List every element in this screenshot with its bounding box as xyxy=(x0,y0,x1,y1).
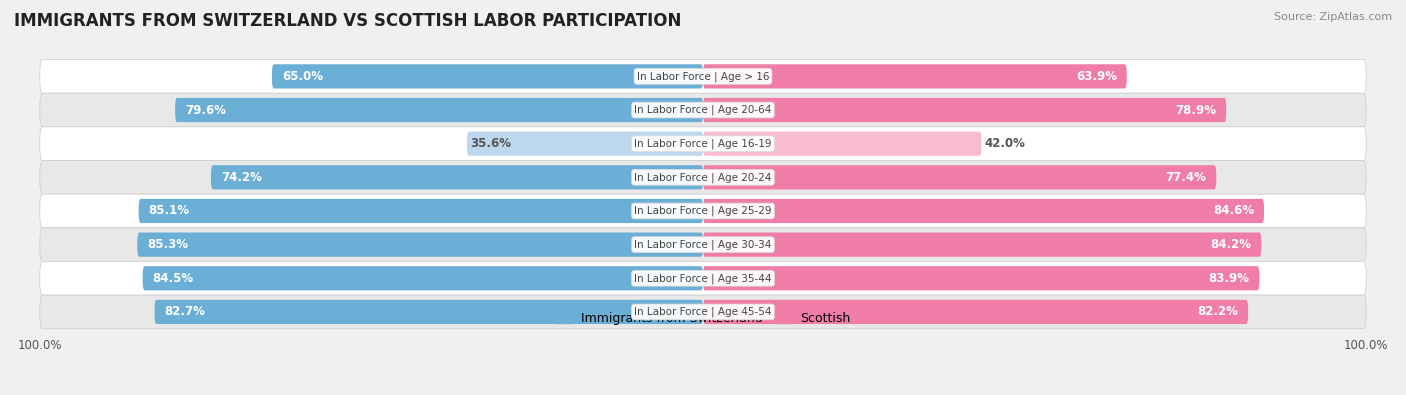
Text: 84.6%: 84.6% xyxy=(1213,205,1254,218)
FancyBboxPatch shape xyxy=(703,98,1226,122)
FancyBboxPatch shape xyxy=(703,132,981,156)
Text: 84.5%: 84.5% xyxy=(153,272,194,285)
Text: In Labor Force | Age > 16: In Labor Force | Age > 16 xyxy=(637,71,769,82)
Text: In Labor Force | Age 16-19: In Labor Force | Age 16-19 xyxy=(634,138,772,149)
FancyBboxPatch shape xyxy=(39,93,1367,127)
FancyBboxPatch shape xyxy=(703,199,1264,223)
Text: 78.9%: 78.9% xyxy=(1175,103,1216,117)
Text: 85.1%: 85.1% xyxy=(149,205,190,218)
FancyBboxPatch shape xyxy=(39,228,1367,261)
Text: 83.9%: 83.9% xyxy=(1208,272,1250,285)
FancyBboxPatch shape xyxy=(155,300,703,324)
FancyBboxPatch shape xyxy=(39,295,1367,329)
Text: In Labor Force | Age 35-44: In Labor Force | Age 35-44 xyxy=(634,273,772,284)
FancyBboxPatch shape xyxy=(703,233,1261,257)
FancyBboxPatch shape xyxy=(703,266,1260,290)
Legend: Immigrants from Switzerland, Scottish: Immigrants from Switzerland, Scottish xyxy=(551,307,855,330)
FancyBboxPatch shape xyxy=(39,127,1367,160)
Text: 82.2%: 82.2% xyxy=(1198,305,1239,318)
FancyBboxPatch shape xyxy=(703,300,1249,324)
FancyBboxPatch shape xyxy=(39,261,1367,295)
Text: 82.7%: 82.7% xyxy=(165,305,205,318)
FancyBboxPatch shape xyxy=(139,199,703,223)
Text: 84.2%: 84.2% xyxy=(1211,238,1251,251)
FancyBboxPatch shape xyxy=(703,165,1216,190)
FancyBboxPatch shape xyxy=(176,98,703,122)
Text: IMMIGRANTS FROM SWITZERLAND VS SCOTTISH LABOR PARTICIPATION: IMMIGRANTS FROM SWITZERLAND VS SCOTTISH … xyxy=(14,12,682,30)
Text: In Labor Force | Age 30-34: In Labor Force | Age 30-34 xyxy=(634,239,772,250)
FancyBboxPatch shape xyxy=(703,64,1126,88)
Text: In Labor Force | Age 20-24: In Labor Force | Age 20-24 xyxy=(634,172,772,182)
Text: 77.4%: 77.4% xyxy=(1166,171,1206,184)
Text: 35.6%: 35.6% xyxy=(470,137,512,150)
FancyBboxPatch shape xyxy=(467,132,703,156)
Text: 74.2%: 74.2% xyxy=(221,171,262,184)
FancyBboxPatch shape xyxy=(39,60,1367,93)
FancyBboxPatch shape xyxy=(142,266,703,290)
Text: 63.9%: 63.9% xyxy=(1076,70,1116,83)
Text: 42.0%: 42.0% xyxy=(984,137,1026,150)
FancyBboxPatch shape xyxy=(138,233,703,257)
FancyBboxPatch shape xyxy=(211,165,703,190)
Text: 85.3%: 85.3% xyxy=(148,238,188,251)
Text: In Labor Force | Age 25-29: In Labor Force | Age 25-29 xyxy=(634,206,772,216)
Text: In Labor Force | Age 45-54: In Labor Force | Age 45-54 xyxy=(634,307,772,317)
FancyBboxPatch shape xyxy=(39,194,1367,228)
Text: 65.0%: 65.0% xyxy=(281,70,323,83)
FancyBboxPatch shape xyxy=(271,64,703,88)
FancyBboxPatch shape xyxy=(39,160,1367,194)
Text: In Labor Force | Age 20-64: In Labor Force | Age 20-64 xyxy=(634,105,772,115)
Text: 79.6%: 79.6% xyxy=(186,103,226,117)
Text: Source: ZipAtlas.com: Source: ZipAtlas.com xyxy=(1274,12,1392,22)
